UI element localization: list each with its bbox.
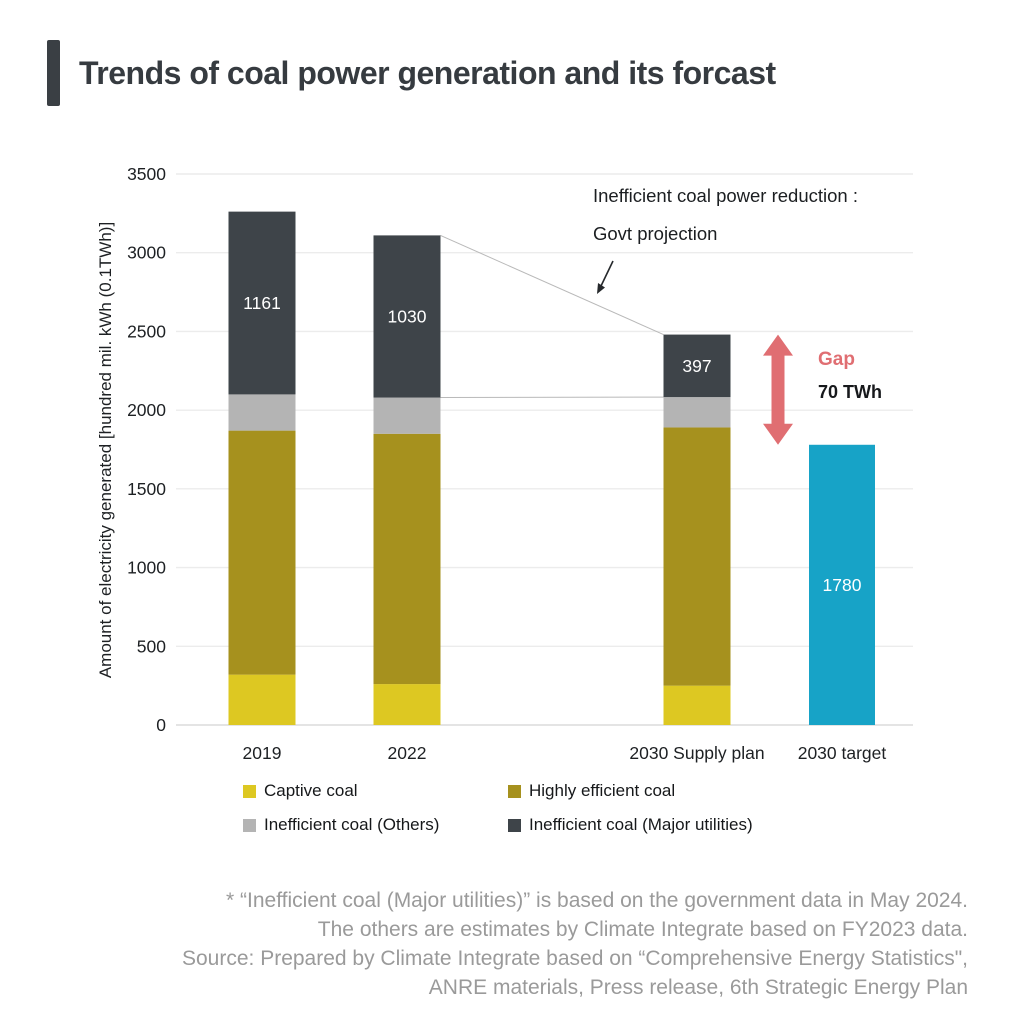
bar-segment-2030 Supply plan-highly-efficient-coal bbox=[663, 427, 731, 686]
legend-swatch bbox=[243, 818, 256, 832]
chart-legend: Captive coal Highly efficient coal Ineffic… bbox=[243, 781, 753, 835]
legend-item: Captive coal bbox=[243, 781, 508, 801]
y-tick-label: 0 bbox=[156, 715, 166, 735]
bar-segment-2019-inefficient-coal-major-utilities- bbox=[228, 211, 296, 395]
bar-segment-2030 Supply plan-inefficient-coal-others- bbox=[663, 397, 731, 428]
legend-swatch bbox=[243, 784, 256, 798]
footnote-line: ANRE materials, Press release, 6th Strat… bbox=[428, 976, 968, 999]
y-tick-label: 500 bbox=[137, 636, 166, 656]
bar-segment-2019-captive-coal bbox=[228, 674, 296, 725]
legend-item: Inefficient coal (Others) bbox=[243, 815, 508, 835]
legend-swatch bbox=[508, 818, 521, 832]
bar-segment-2022-inefficient-coal-others- bbox=[373, 397, 441, 434]
bar-data-label: 397 bbox=[682, 356, 711, 376]
gap-label: Gap bbox=[818, 349, 855, 370]
legend-label: Inefficient coal (Major utilities) bbox=[529, 815, 753, 834]
footnote-line: Source: Prepared by Climate Integrate ba… bbox=[181, 947, 968, 970]
annotation-arrow-line bbox=[600, 260, 614, 287]
legend-label: Highly efficient coal bbox=[529, 781, 676, 800]
y-tick-label: 1000 bbox=[127, 558, 166, 578]
annotation-inefficient-reduction-line1: Inefficient coal power reduction : bbox=[593, 185, 858, 206]
annotation-inefficient-reduction-line2: Govt projection bbox=[593, 223, 718, 244]
x-tick-label: 2022 bbox=[388, 743, 427, 763]
legend-label: Inefficient coal (Others) bbox=[264, 815, 440, 834]
connector-line bbox=[440, 234, 664, 336]
footnote-line: * “Inefficient coal (Major utilities)” i… bbox=[226, 889, 968, 912]
bar-segment-2030 Supply plan-captive-coal bbox=[663, 685, 731, 725]
legend-swatch bbox=[508, 784, 521, 798]
y-tick-label: 3000 bbox=[127, 243, 166, 263]
bar-segment-2022-captive-coal bbox=[373, 684, 441, 725]
y-tick-label: 3500 bbox=[127, 164, 166, 184]
bar-segment-2019-highly-efficient-coal bbox=[228, 430, 296, 675]
bar-segment-2019-inefficient-coal-others- bbox=[228, 394, 296, 431]
y-tick-label: 2500 bbox=[127, 321, 166, 341]
x-tick-label: 2030 Supply plan bbox=[629, 743, 764, 763]
bar-2030-target bbox=[809, 444, 875, 725]
bar-data-label: 1161 bbox=[243, 293, 281, 313]
bar-segment-2022-inefficient-coal-major-utilities- bbox=[373, 235, 441, 398]
x-tick-label: 2030 target bbox=[798, 743, 887, 763]
bar-data-label: 1030 bbox=[388, 306, 427, 326]
bar-data-label: 1780 bbox=[823, 575, 862, 595]
y-tick-label: 1500 bbox=[127, 479, 166, 499]
bar-segment-2022-highly-efficient-coal bbox=[373, 433, 441, 685]
y-tick-label: 2000 bbox=[127, 400, 166, 420]
annotation-arrow-head bbox=[597, 283, 605, 294]
bar-segment-2030 Supply plan-inefficient-coal-major-utilities- bbox=[663, 334, 731, 398]
x-tick-label: 2019 bbox=[243, 743, 282, 763]
footnote-block: * “Inefficient coal (Major utilities)” i… bbox=[0, 886, 968, 1002]
legend-label: Captive coal bbox=[264, 781, 358, 800]
gap-value-label: 70 TWh bbox=[818, 382, 883, 402]
legend-item: Inefficient coal (Major utilities) bbox=[508, 815, 753, 835]
gap-arrow bbox=[763, 334, 793, 445]
legend-item: Highly efficient coal bbox=[508, 781, 753, 801]
footnote-line: The others are estimates by Climate Inte… bbox=[317, 918, 968, 941]
page-title: Trends of coal power generation and its … bbox=[79, 55, 776, 91]
y-axis-label: Amount of electricity generated [hundred… bbox=[96, 221, 116, 678]
title-accent-bar bbox=[47, 40, 60, 106]
